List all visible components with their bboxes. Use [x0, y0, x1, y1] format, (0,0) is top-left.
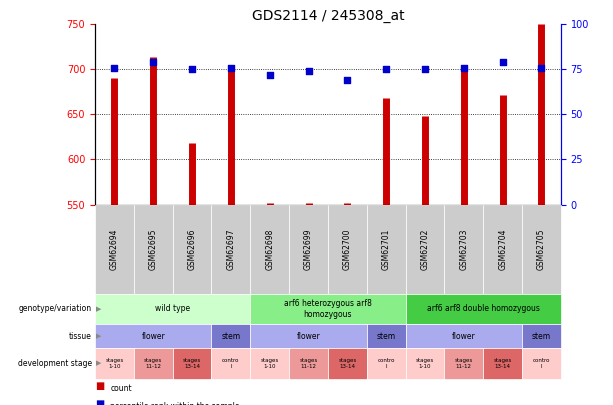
Text: GSM62703: GSM62703: [459, 228, 468, 270]
Text: stages
1-10: stages 1-10: [261, 358, 279, 369]
Text: flower: flower: [142, 332, 165, 341]
Text: GSM62696: GSM62696: [188, 228, 197, 270]
Point: [420, 66, 430, 72]
Text: stem: stem: [532, 332, 551, 341]
Text: ■: ■: [95, 399, 104, 405]
Text: stages
1-10: stages 1-10: [416, 358, 434, 369]
Text: contro
l: contro l: [222, 358, 240, 369]
Text: tissue: tissue: [69, 332, 92, 341]
Text: GSM62701: GSM62701: [382, 228, 390, 270]
Text: GSM62698: GSM62698: [265, 228, 274, 270]
Text: count: count: [110, 384, 132, 393]
Point: [381, 66, 391, 72]
Text: GSM62695: GSM62695: [149, 228, 158, 270]
Title: GDS2114 / 245308_at: GDS2114 / 245308_at: [252, 9, 404, 23]
Text: arf6 arf8 double homozygous: arf6 arf8 double homozygous: [427, 304, 539, 313]
Text: genotype/variation: genotype/variation: [19, 304, 92, 313]
Text: stages
11-12: stages 11-12: [144, 358, 162, 369]
Text: stages
1-10: stages 1-10: [105, 358, 124, 369]
Point: [498, 59, 508, 65]
Point: [536, 64, 546, 71]
Text: flower: flower: [452, 332, 476, 341]
Text: GSM62705: GSM62705: [537, 228, 546, 270]
Point: [343, 77, 352, 83]
Text: stages
11-12: stages 11-12: [455, 358, 473, 369]
Text: ■: ■: [95, 381, 104, 391]
Text: stages
13-14: stages 13-14: [493, 358, 512, 369]
Text: stages
13-14: stages 13-14: [183, 358, 201, 369]
Text: GSM62694: GSM62694: [110, 228, 119, 270]
Text: wild type: wild type: [155, 304, 190, 313]
Text: stages
11-12: stages 11-12: [299, 358, 318, 369]
Point: [187, 66, 197, 72]
Text: contro
l: contro l: [533, 358, 550, 369]
Text: arf6 heterozygous arf8
homozygous: arf6 heterozygous arf8 homozygous: [284, 299, 372, 318]
Text: stem: stem: [221, 332, 240, 341]
Text: flower: flower: [297, 332, 321, 341]
Text: ▶: ▶: [96, 360, 102, 367]
Point: [265, 72, 275, 78]
Text: stem: stem: [376, 332, 396, 341]
Text: GSM62704: GSM62704: [498, 228, 507, 270]
Point: [226, 64, 236, 71]
Text: GSM62700: GSM62700: [343, 228, 352, 270]
Point: [148, 59, 158, 65]
Point: [110, 64, 120, 71]
Text: percentile rank within the sample: percentile rank within the sample: [110, 402, 240, 405]
Text: GSM62699: GSM62699: [304, 228, 313, 270]
Text: ▶: ▶: [96, 333, 102, 339]
Point: [303, 68, 313, 75]
Text: ▶: ▶: [96, 306, 102, 312]
Text: contro
l: contro l: [378, 358, 395, 369]
Text: GSM62697: GSM62697: [226, 228, 235, 270]
Text: stages
13-14: stages 13-14: [338, 358, 357, 369]
Text: GSM62702: GSM62702: [421, 228, 430, 270]
Text: development stage: development stage: [18, 359, 92, 368]
Point: [459, 64, 469, 71]
